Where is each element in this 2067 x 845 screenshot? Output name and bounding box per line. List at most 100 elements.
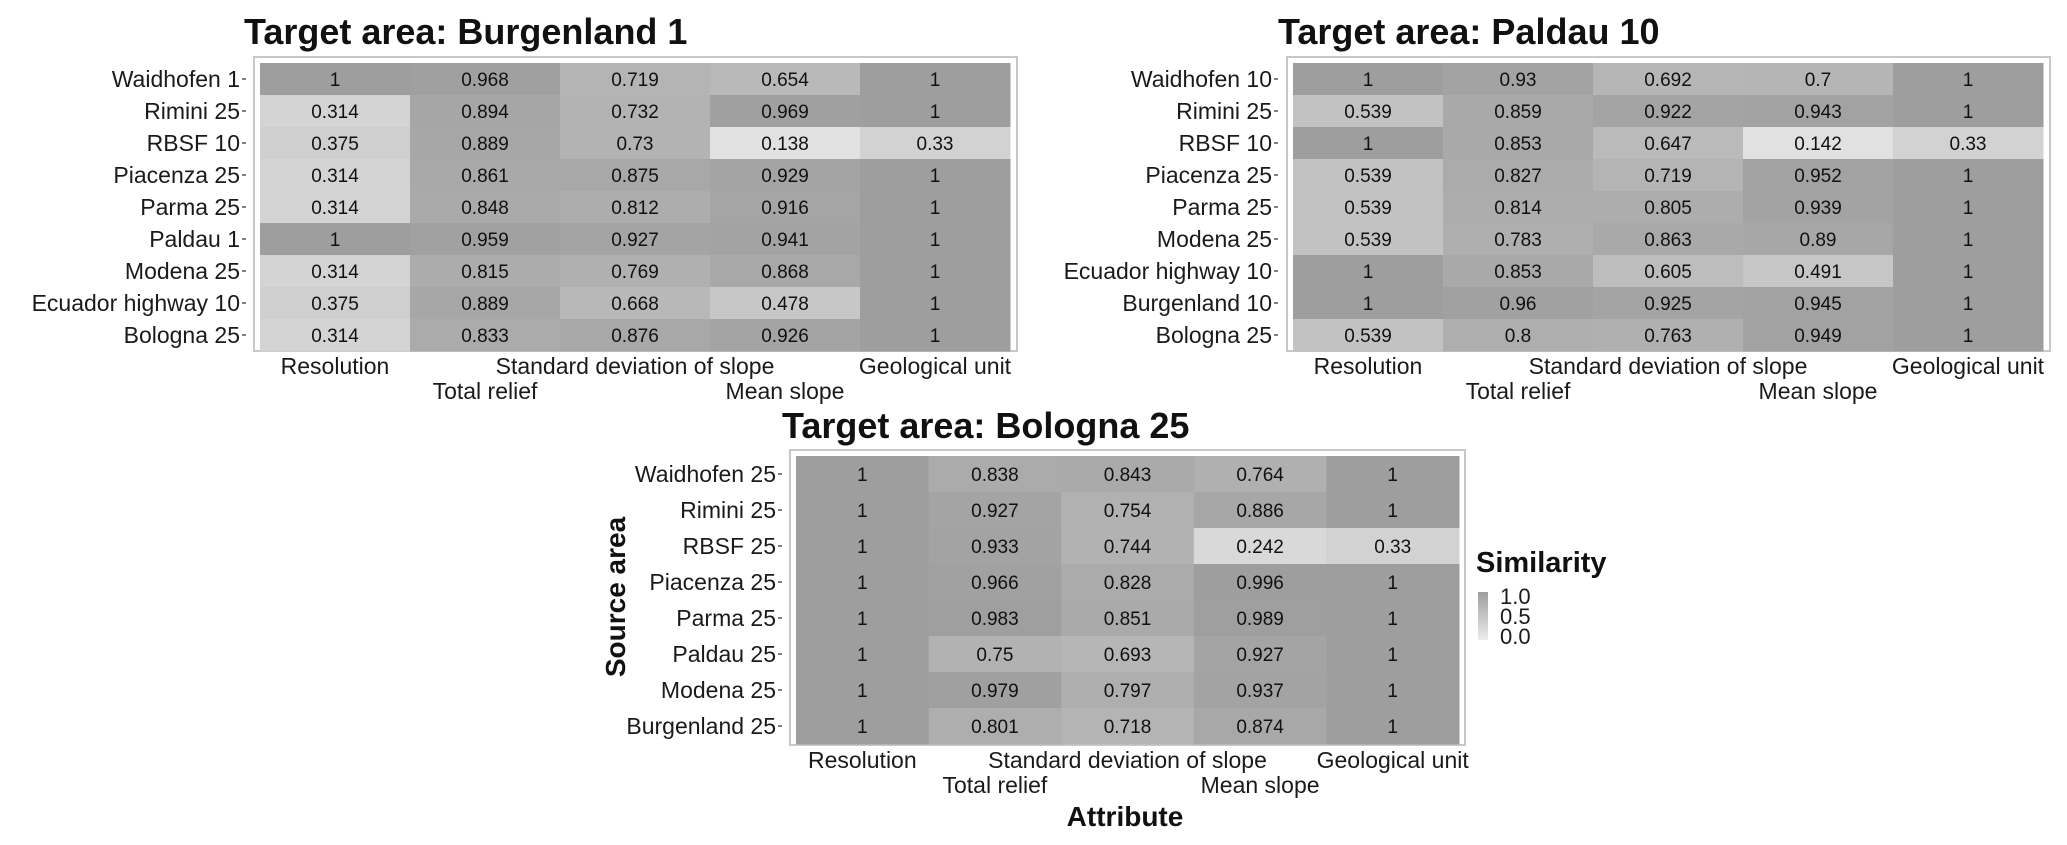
heatmap-cell	[1893, 223, 2044, 256]
heatmap-cell	[560, 191, 711, 224]
x-axis-title: Attribute	[1067, 801, 1184, 832]
heatmap-cell	[260, 223, 411, 256]
row-label: Rimini 25	[1176, 98, 1272, 124]
cell-value-label: 0.375	[311, 134, 359, 155]
cell-value-label: 1	[857, 501, 868, 522]
heatmap-cell	[1193, 492, 1327, 529]
cell-value-label: 0.889	[461, 134, 509, 155]
cell-value-label: 0.843	[1104, 465, 1152, 486]
heatmap-panel-paldau: Target area: Paldau 10 1 0.93 0.692 0.7 1 0.5…	[1064, 11, 2051, 404]
legend-tick-label: 0.5	[1500, 604, 1531, 629]
heatmap-cell	[796, 636, 930, 673]
row-label: Paldau 1	[149, 226, 240, 252]
heatmap-cell	[1061, 708, 1195, 745]
cell-value-label: 1	[857, 681, 868, 702]
cell-value-label: 0.73	[617, 134, 654, 155]
cell-value-label: 0.138	[761, 134, 809, 155]
heatmap-cell	[1326, 528, 1460, 565]
heatmap-cell	[260, 127, 411, 160]
heatmap-cell	[860, 95, 1011, 128]
heatmap-cell	[1193, 528, 1327, 565]
heatmap-cell	[1893, 191, 2044, 224]
cell-value-label: 0.314	[311, 166, 359, 187]
cell-value-label: 1	[1963, 326, 1974, 347]
cell-value-label: 0.754	[1104, 501, 1152, 522]
cell-value-label: 0.945	[1794, 294, 1842, 315]
cell-value-label: 0.959	[461, 230, 509, 251]
cell-value-label: 0.889	[461, 294, 509, 315]
cell-value-label: 0.96	[1500, 294, 1537, 315]
cell-value-label: 0.927	[611, 230, 659, 251]
cell-value-label: 1	[1387, 681, 1398, 702]
heatmap-cell	[1326, 600, 1460, 637]
cell-value-label: 0.314	[311, 198, 359, 219]
cell-value-label: 0.692	[1644, 70, 1692, 91]
cell-value-label: 1	[1387, 609, 1398, 630]
row-labels: Waidhofen 1 Rimini 25 RBSF 10 Piacenza 25 Pa…	[32, 66, 246, 348]
y-axis-title: Source area	[600, 516, 631, 677]
heatmap-cell	[1061, 672, 1195, 709]
column-label: Mean slope	[1759, 378, 1878, 404]
heatmap-cell	[1893, 287, 2044, 320]
heatmap-cell	[1893, 127, 2044, 160]
cell-value-label: 0.142	[1794, 134, 1842, 155]
heatmap-cell	[710, 63, 861, 96]
heatmap-cell	[796, 564, 930, 601]
cell-value-label: 0.937	[1236, 681, 1284, 702]
cell-value-label: 1	[930, 70, 941, 91]
heatmap-cell	[928, 672, 1062, 709]
cell-value-label: 0.539	[1344, 102, 1392, 123]
cell-value-label: 1	[1963, 198, 1974, 219]
heatmap-cell	[710, 223, 861, 256]
cell-value-label: 1	[857, 537, 868, 558]
heatmap-cell	[928, 456, 1062, 493]
cell-value-label: 1	[930, 198, 941, 219]
cell-value-label: 1	[930, 102, 941, 123]
heatmap-cell	[1743, 287, 1894, 320]
column-label: Total relief	[1466, 378, 1571, 404]
cell-value-label: 0.805	[1644, 198, 1692, 219]
row-label: Paldau 25	[672, 641, 776, 667]
column-label: Geological unit	[1892, 353, 2045, 379]
heatmap-cell	[928, 492, 1062, 529]
heatmap-cell	[1893, 319, 2044, 352]
heatmap-cell	[1443, 63, 1594, 96]
heatmap-cell	[710, 319, 861, 352]
heatmap-cell	[260, 287, 411, 320]
cell-value-label: 1	[1387, 645, 1398, 666]
heatmap-cell	[1193, 636, 1327, 673]
row-label: Waidhofen 10	[1131, 66, 1272, 92]
cell-value-label: 1	[930, 326, 941, 347]
heatmap-cell	[1443, 287, 1594, 320]
legend-ticks: 1.00.50.0	[1500, 584, 1531, 649]
cell-value-label: 0.859	[1494, 102, 1542, 123]
legend-title: Similarity	[1476, 547, 1607, 579]
cell-value-label: 1	[857, 573, 868, 594]
heatmap-cell	[1061, 456, 1195, 493]
heatmap-cell	[796, 708, 930, 745]
cell-value-label: 0.8	[1505, 326, 1531, 347]
heatmap-cell	[1743, 319, 1894, 352]
heatmap-cell	[710, 159, 861, 192]
cell-value-label: 1	[1963, 294, 1974, 315]
heatmap-cell	[1193, 456, 1327, 493]
cell-value-label: 0.922	[1644, 102, 1692, 123]
heatmap-cell	[1443, 127, 1594, 160]
heatmap-cell	[260, 319, 411, 352]
row-label: Burgenland 10	[1122, 290, 1272, 316]
cell-value-label: 1	[930, 166, 941, 187]
cell-value-label: 1	[1363, 262, 1374, 283]
cell-value-label: 0.7	[1805, 70, 1831, 91]
heatmap-cell	[560, 255, 711, 288]
cell-value-label: 0.833	[461, 326, 509, 347]
cell-value-label: 0.491	[1794, 262, 1842, 283]
cell-value-label: 1	[1387, 717, 1398, 738]
cell-value-label: 0.75	[976, 645, 1013, 666]
cell-value-label: 1	[1363, 70, 1374, 91]
cell-value-label: 0.314	[311, 262, 359, 283]
cell-value-label: 0.926	[761, 326, 809, 347]
cell-value-label: 0.933	[971, 537, 1019, 558]
